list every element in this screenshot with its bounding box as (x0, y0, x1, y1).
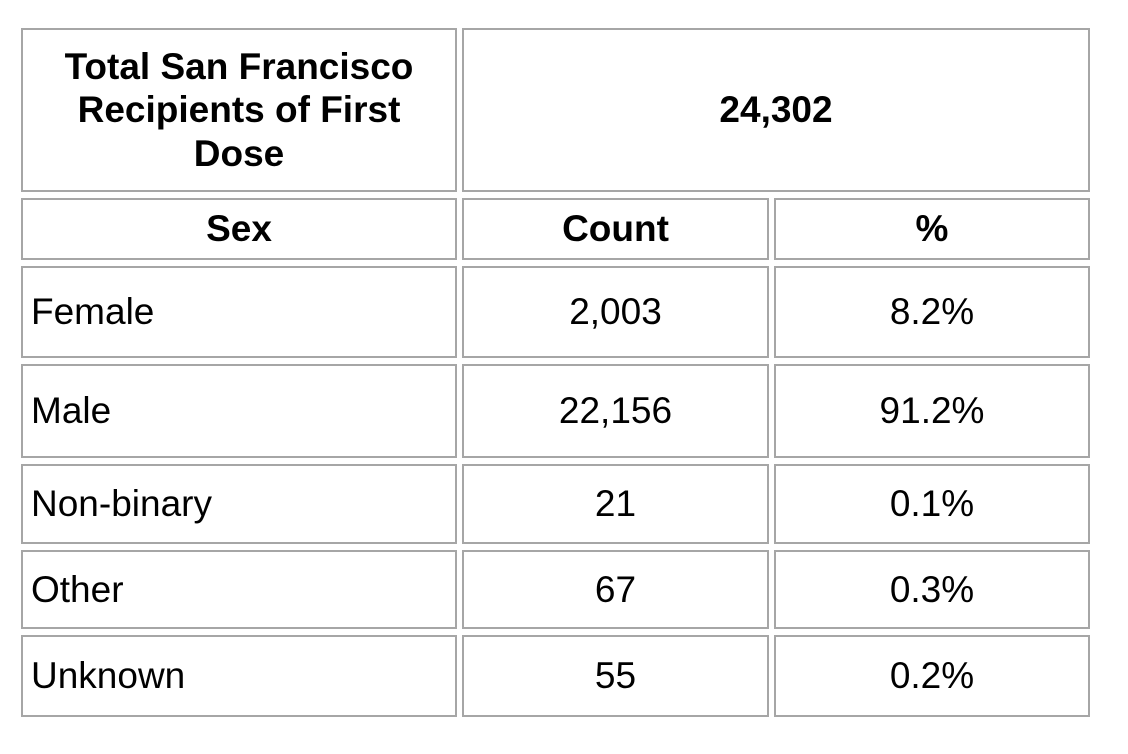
sex-label: Female (21, 266, 457, 358)
column-header-sex: Sex (21, 198, 457, 260)
percent-value: 8.2% (774, 266, 1091, 358)
table-row: Other 67 0.3% (21, 550, 1091, 629)
percent-value: 0.2% (774, 635, 1091, 717)
table-row: Unknown 55 0.2% (21, 635, 1091, 717)
total-value-cell: 24,302 (462, 28, 1091, 192)
sex-label: Male (21, 364, 457, 458)
sex-label: Unknown (21, 635, 457, 717)
count-value: 55 (462, 635, 769, 717)
percent-value: 0.3% (774, 550, 1091, 629)
table-title-cell: Total San Francisco Recipients of First … (21, 28, 457, 192)
count-value: 67 (462, 550, 769, 629)
count-value: 21 (462, 464, 769, 544)
table-row: Female 2,003 8.2% (21, 266, 1091, 358)
vaccination-sex-table: Total San Francisco Recipients of First … (16, 22, 1095, 723)
sex-label: Other (21, 550, 457, 629)
table-row: Male 22,156 91.2% (21, 364, 1091, 458)
column-header-count: Count (462, 198, 769, 260)
table-title-row: Total San Francisco Recipients of First … (21, 28, 1091, 192)
table-row: Non-binary 21 0.1% (21, 464, 1091, 544)
column-header-row: Sex Count % (21, 198, 1091, 260)
percent-value: 0.1% (774, 464, 1091, 544)
vaccination-sex-table-container: Total San Francisco Recipients of First … (16, 22, 1095, 723)
percent-value: 91.2% (774, 364, 1091, 458)
count-value: 2,003 (462, 266, 769, 358)
sex-label: Non-binary (21, 464, 457, 544)
column-header-percent: % (774, 198, 1091, 260)
count-value: 22,156 (462, 364, 769, 458)
